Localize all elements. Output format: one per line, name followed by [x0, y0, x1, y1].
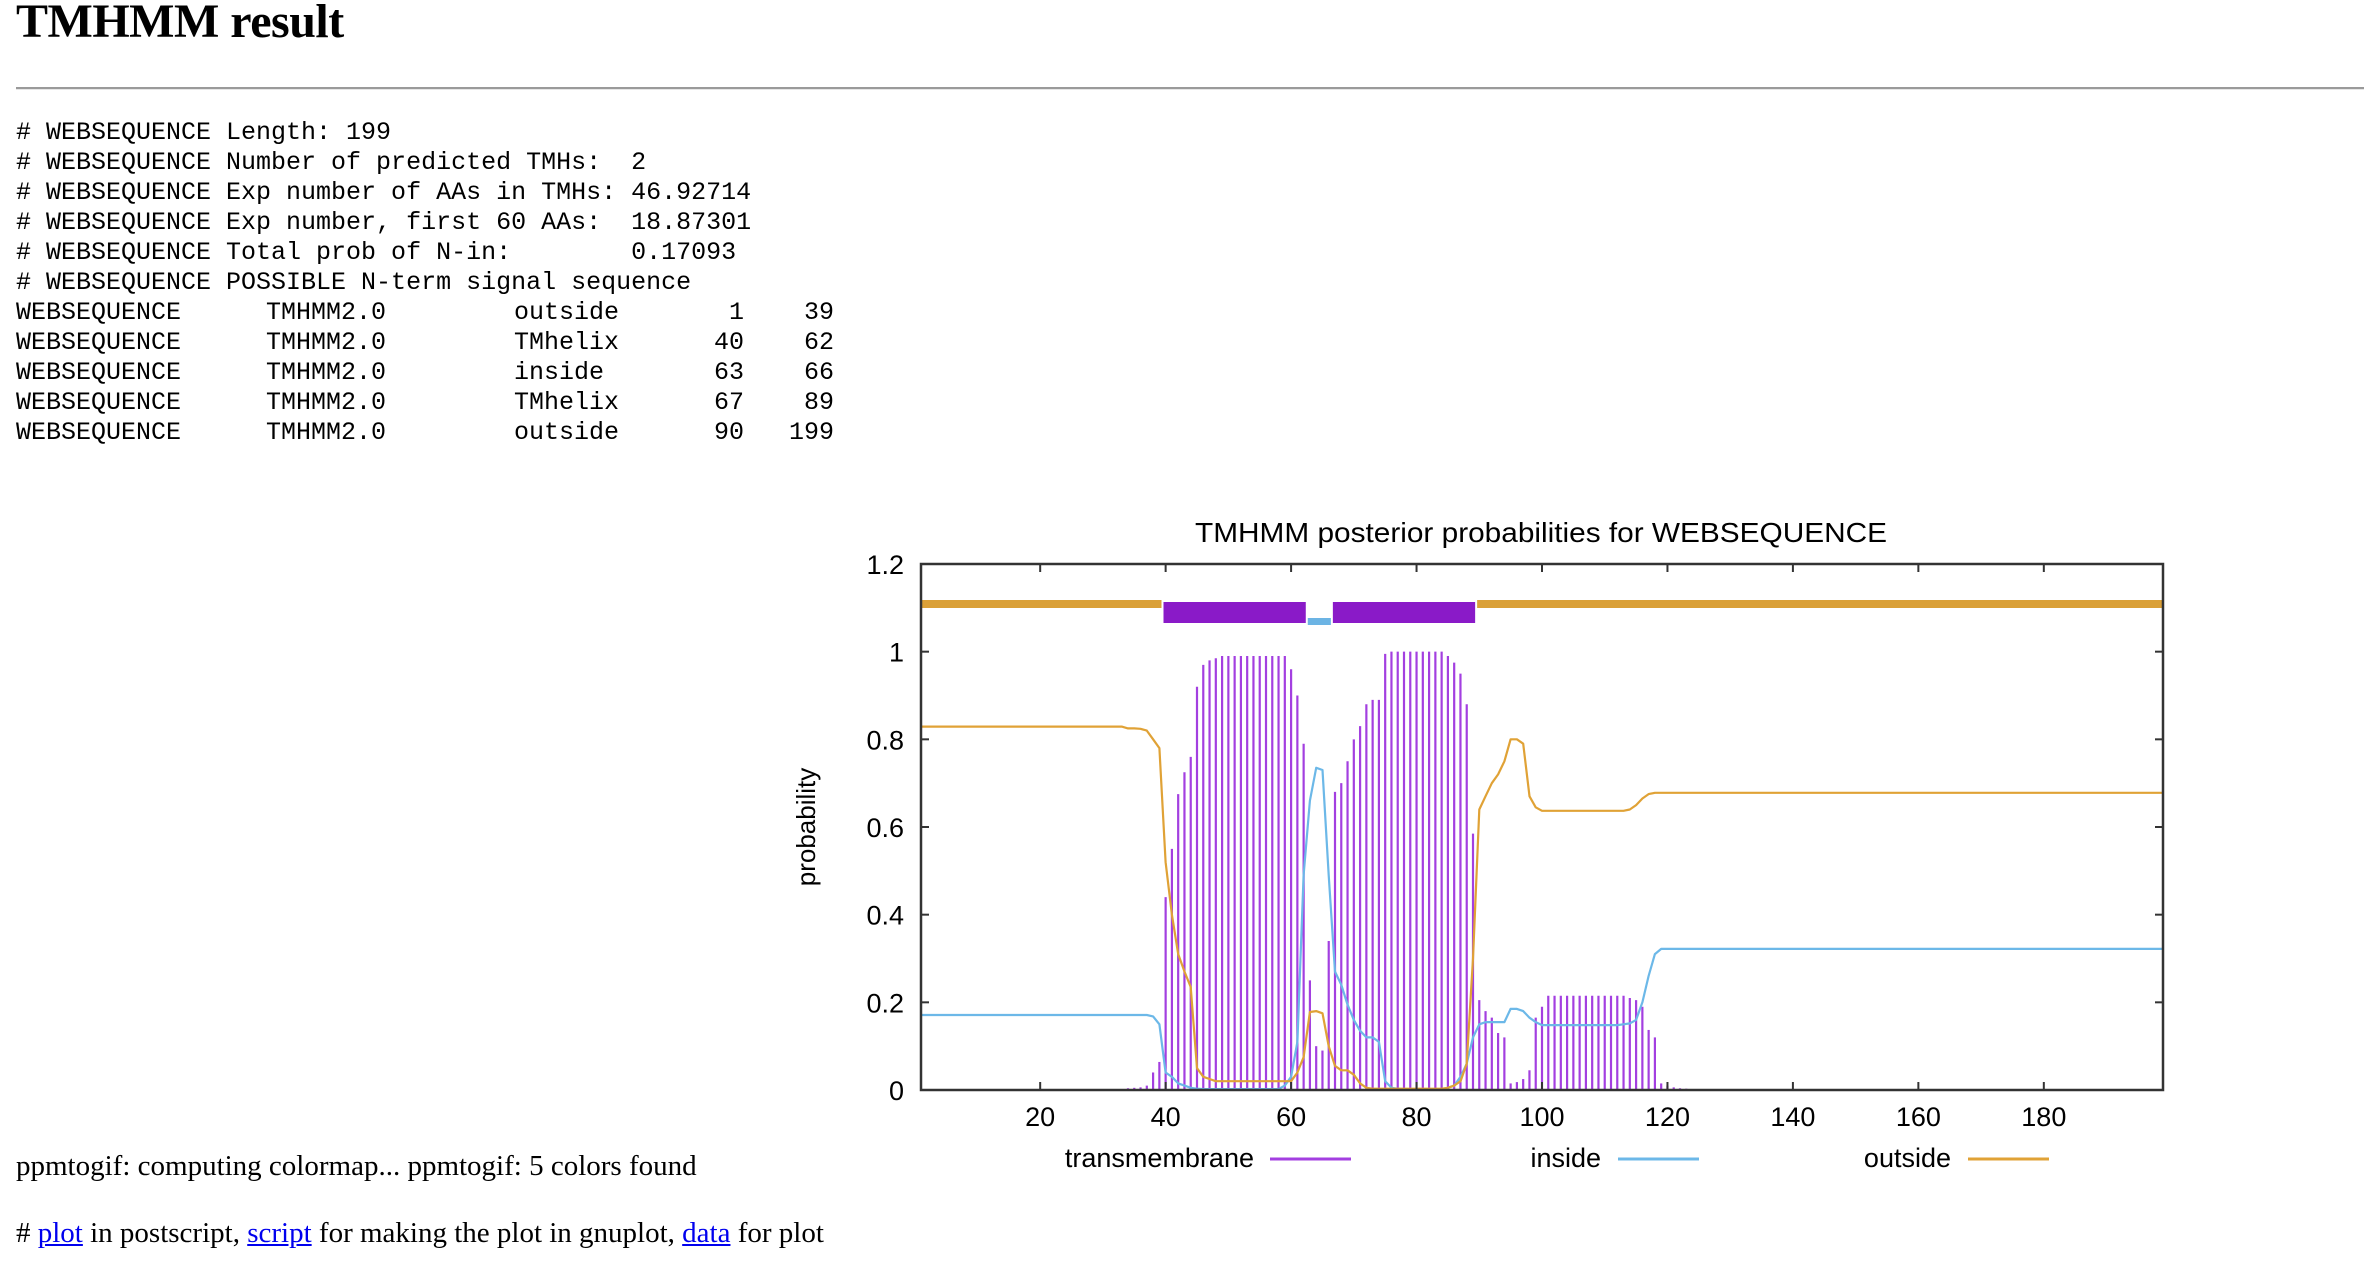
- x-tick-label: 20: [1025, 1102, 1055, 1132]
- row-start: 67: [713, 388, 744, 417]
- topology-row: WEBSEQUENCE TMHMM2.0 outside 1 39: [16, 298, 834, 328]
- summary-line: # WEBSEQUENCE Length: 199: [16, 118, 392, 147]
- row-feature: outside: [514, 418, 620, 447]
- y-tick-label: 0: [889, 1076, 904, 1106]
- topology-segment-outside: [1477, 600, 2162, 608]
- links-text-2: for making the plot in gnuplot,: [311, 1217, 683, 1249]
- row-start: 90: [713, 418, 744, 447]
- row-seq: WEBSEQUENCE: [16, 358, 182, 387]
- x-tick-label: 120: [1645, 1102, 1690, 1132]
- links-text-1: in postscript,: [82, 1217, 248, 1249]
- legend-label-transmembrane: transmembrane: [1065, 1143, 1254, 1173]
- inside-probability-line: [921, 766, 2163, 1091]
- row-feature: TMhelix: [514, 388, 620, 417]
- row-end: 199: [788, 418, 834, 447]
- summary-line: # WEBSEQUENCE POSSIBLE N-term signal seq…: [16, 268, 692, 297]
- x-tick-label: 140: [1770, 1102, 1815, 1132]
- topology-segment-tmhelix: [1163, 602, 1306, 623]
- row-start: 63: [713, 358, 744, 387]
- plot-body: [921, 600, 2163, 1091]
- topology-row: WEBSEQUENCE TMHMM2.0 outside 90 199: [16, 418, 834, 448]
- row-source: TMHMM2.0: [266, 298, 387, 327]
- topology-row: WEBSEQUENCE TMHMM2.0 inside 63 66: [16, 358, 834, 388]
- x-axis: 20 40 60 80 100 120 140 160 180: [1025, 564, 2066, 1132]
- row-seq: WEBSEQUENCE: [16, 328, 182, 357]
- y-tick-label: 0.4: [866, 901, 904, 931]
- row-end: 66: [803, 358, 834, 387]
- row-source: TMHMM2.0: [266, 388, 387, 417]
- topology-segment-tmhelix: [1332, 602, 1476, 623]
- chart-title: TMHMM posterior probabilities for WEBSEQ…: [1195, 517, 1887, 548]
- legend-label-outside: outside: [1864, 1143, 1951, 1173]
- row-feature: TMhelix: [514, 328, 620, 357]
- summary-line: # WEBSEQUENCE Total prob of N-in: 0.1709…: [16, 238, 737, 267]
- row-seq: WEBSEQUENCE: [16, 298, 182, 327]
- legend: transmembrane inside outside: [1065, 1143, 2049, 1173]
- summary-line: # WEBSEQUENCE Exp number of AAs in TMHs:…: [16, 178, 752, 207]
- topology-row: WEBSEQUENCE TMHMM2.0 TMhelix 40 62: [16, 328, 834, 358]
- divider: [16, 87, 2364, 90]
- y-tick-label: 1: [889, 638, 904, 668]
- legend-label-inside: inside: [1530, 1143, 1601, 1173]
- row-source: TMHMM2.0: [266, 328, 387, 357]
- row-end: 89: [803, 388, 834, 417]
- y-tick-label: 0.2: [866, 988, 904, 1018]
- row-source: TMHMM2.0: [266, 358, 387, 387]
- row-feature: inside: [514, 358, 605, 387]
- row-seq: WEBSEQUENCE: [16, 418, 182, 447]
- posterior-probability-plot: TMHMM posterior probabilities for WEBSEQ…: [760, 480, 2364, 1180]
- row-start: 40: [713, 328, 744, 357]
- outside-probability-line: [921, 725, 2163, 1090]
- download-links: # plot in postscript, script for making …: [16, 1217, 824, 1250]
- y-tick-label: 0.6: [866, 813, 904, 843]
- row-source: TMHMM2.0: [266, 418, 387, 447]
- x-tick-label: 160: [1896, 1102, 1941, 1132]
- row-feature: outside: [514, 298, 620, 327]
- ppmtogif-message: ppmtogif: computing colormap... ppmtogif…: [16, 1150, 697, 1182]
- x-tick-label: 80: [1402, 1102, 1432, 1132]
- plot-postscript-link[interactable]: plot: [37, 1217, 83, 1249]
- x-tick-label: 40: [1151, 1102, 1181, 1132]
- x-tick-label: 100: [1519, 1102, 1564, 1132]
- gnuplot-script-link[interactable]: script: [247, 1217, 312, 1249]
- summary-line: # WEBSEQUENCE Exp number, first 60 AAs: …: [16, 208, 752, 237]
- topology-row: WEBSEQUENCE TMHMM2.0 TMhelix 67 89: [16, 388, 834, 418]
- row-start: 1: [728, 298, 744, 327]
- summary-line: # WEBSEQUENCE Number of predicted TMHs: …: [16, 148, 647, 177]
- topology-segment-inside: [1307, 618, 1331, 625]
- plot-frame: [919, 562, 2165, 1092]
- page-title: TMHMM result: [16, 0, 344, 48]
- y-tick-label: 1.2: [866, 550, 904, 580]
- links-prefix: #: [16, 1217, 38, 1249]
- topology-segment-outside: [922, 600, 1162, 608]
- y-tick-label: 0.8: [866, 725, 904, 755]
- row-end: 62: [803, 328, 834, 357]
- plot-canvas: TMHMM posterior probabilities for WEBSEQ…: [791, 517, 2165, 1173]
- x-tick-label: 60: [1276, 1102, 1306, 1132]
- links-text-3: for plot: [730, 1217, 824, 1249]
- row-end: 39: [803, 298, 834, 327]
- y-axis: 0 0.2 0.4 0.6 0.8 1 1.2: [866, 550, 2163, 1106]
- x-tick-label: 180: [2021, 1102, 2066, 1132]
- y-axis-label: probability: [791, 768, 821, 887]
- result-output: # WEBSEQUENCE Length: 199 # WEBSEQUENCE N…: [16, 118, 834, 448]
- row-seq: WEBSEQUENCE: [16, 388, 182, 417]
- plot-data-link[interactable]: data: [682, 1217, 731, 1249]
